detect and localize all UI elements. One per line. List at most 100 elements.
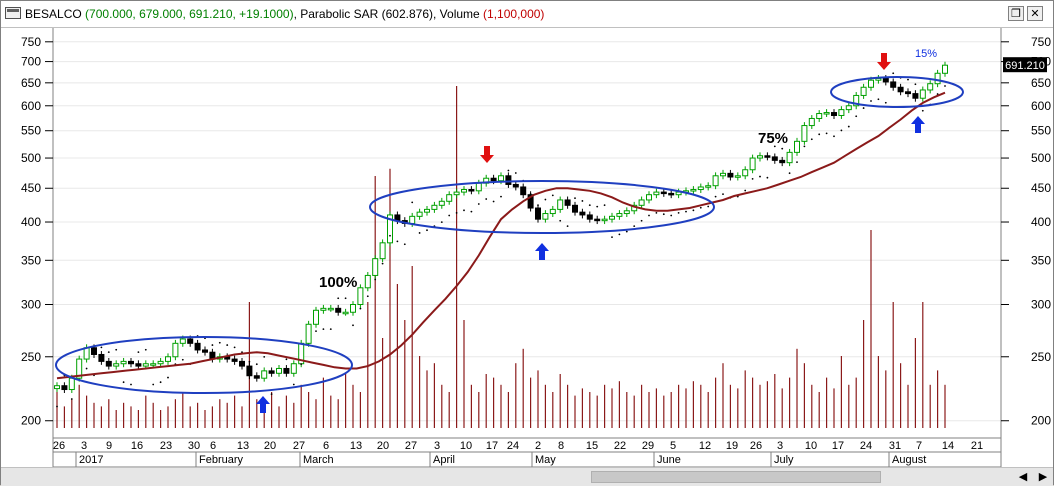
sar-dot xyxy=(566,225,569,228)
candle xyxy=(801,125,808,142)
sar-dot xyxy=(403,243,406,246)
candle xyxy=(712,175,719,187)
sar-dot xyxy=(440,221,443,223)
candle xyxy=(253,375,260,379)
moving-average-line xyxy=(56,91,946,380)
x-month-label: June xyxy=(657,454,681,466)
candle xyxy=(942,64,948,74)
sar-dot xyxy=(344,297,347,300)
candle xyxy=(120,360,127,365)
sar-dot xyxy=(455,212,458,214)
sar-dot xyxy=(670,214,673,217)
annotation-text: 75% xyxy=(758,130,788,147)
scrollbar-thumb[interactable] xyxy=(591,471,881,483)
annotation-ellipse xyxy=(830,76,964,108)
sar-dot xyxy=(833,135,835,138)
close-icon[interactable]: ✕ xyxy=(1027,6,1043,21)
sar-dot xyxy=(426,229,428,232)
sar-dot xyxy=(803,145,806,148)
x-tick-label: 3 xyxy=(434,440,440,452)
candle xyxy=(313,309,319,325)
candle xyxy=(416,211,423,217)
candle xyxy=(845,105,852,111)
sar-dot xyxy=(507,169,510,172)
sar-dot xyxy=(418,232,421,234)
sar-dot xyxy=(100,346,103,349)
sar-dot xyxy=(611,236,613,239)
x-tick-label: 22 xyxy=(614,440,626,452)
arrow-left-icon[interactable]: ◀ xyxy=(1018,470,1028,483)
sar-dot xyxy=(781,147,784,150)
candle xyxy=(305,323,312,344)
candle xyxy=(187,338,194,344)
sar-dot xyxy=(677,212,680,214)
x-tick-label: 19 xyxy=(726,440,738,452)
x-tick-label: 24 xyxy=(860,440,872,452)
sar-dot xyxy=(226,344,229,346)
candle xyxy=(690,189,697,192)
candle xyxy=(646,194,652,201)
arrow-right-icon[interactable]: ▶ xyxy=(1038,470,1048,483)
sar-dot xyxy=(648,214,650,217)
candle xyxy=(446,194,453,202)
candle xyxy=(720,172,726,177)
sar-dot xyxy=(56,405,58,408)
candle xyxy=(786,151,793,164)
x-tick-label: 26 xyxy=(53,440,65,452)
candle xyxy=(779,159,786,164)
x-month-label: February xyxy=(199,454,244,466)
sar-dot xyxy=(892,72,895,75)
sar-dot xyxy=(722,193,724,196)
y-tick-label-left: 750 xyxy=(21,35,41,49)
candle xyxy=(268,370,275,374)
candle xyxy=(838,109,845,116)
arrow-up-icon xyxy=(535,243,549,260)
restore-icon[interactable]: ❐ xyxy=(1008,6,1024,21)
chart-scrollbar[interactable]: ◀ ▶ xyxy=(1,467,1053,486)
candle xyxy=(157,360,164,365)
y-tick-label-left: 700 xyxy=(21,55,41,69)
candle xyxy=(705,185,712,188)
candle xyxy=(61,385,68,391)
sar-dot xyxy=(921,109,924,112)
price-chart[interactable]: 100%75%15% 20025030035040045050055060065… xyxy=(1,28,1053,467)
candle xyxy=(853,94,860,107)
x-tick-label: 16 xyxy=(131,440,143,452)
y-tick-label-left: 350 xyxy=(21,253,41,267)
sar-dot xyxy=(788,172,791,175)
candle xyxy=(490,177,497,182)
candle xyxy=(91,347,97,355)
sar-dot xyxy=(396,240,399,243)
sar-dot xyxy=(870,100,872,102)
sar-dot xyxy=(255,363,258,366)
sar-dot xyxy=(374,278,377,281)
x-axis: 26 3 9 16 23 30 6 13 20 27 6 13 20 27 3 10 17 24 2 8 15 22 29 5… xyxy=(52,437,1002,467)
candle xyxy=(357,287,364,305)
candle xyxy=(912,93,919,99)
sar-dot xyxy=(270,393,273,395)
x-tick-label: 10 xyxy=(460,440,472,452)
sar-dot xyxy=(618,233,621,236)
sar-dot xyxy=(463,209,465,212)
annotation-ellipse xyxy=(55,336,353,394)
sar-dot xyxy=(640,219,643,222)
x-tick-label: 6 xyxy=(323,440,329,452)
sar-dot xyxy=(181,358,184,361)
y-tick-label-left: 600 xyxy=(21,99,41,113)
y-tick-label-right: 500 xyxy=(1031,151,1051,165)
sar-dot xyxy=(759,175,761,178)
last-price-label: 691.210 xyxy=(1003,57,1047,73)
sar-dot xyxy=(300,363,303,366)
candle xyxy=(794,140,800,153)
sar-dot xyxy=(500,195,502,198)
sar-dot xyxy=(137,351,140,354)
sar-dot xyxy=(596,205,599,208)
candle xyxy=(557,199,564,210)
candle xyxy=(202,349,208,353)
sar-dot xyxy=(292,383,295,386)
candle xyxy=(549,208,556,215)
sar-dot xyxy=(884,101,887,104)
y-tick-label-right: 750 xyxy=(1031,35,1051,49)
